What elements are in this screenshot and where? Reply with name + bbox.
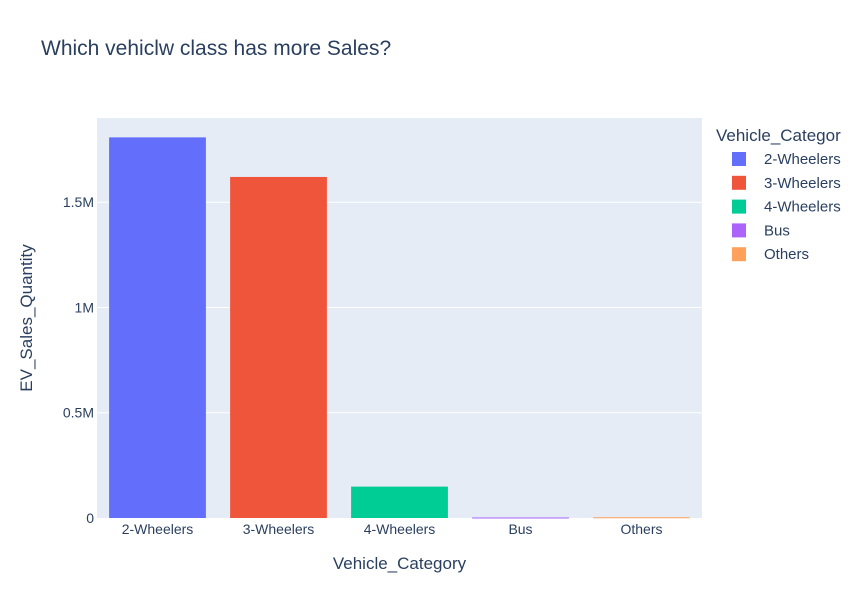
legend-swatch <box>732 175 746 190</box>
legend-entry: 2-Wheelers <box>764 151 841 168</box>
bar-4-wheelers <box>351 486 448 518</box>
x-tick-label: 2-Wheelers <box>122 521 194 537</box>
legend-entry: Others <box>764 246 809 263</box>
y-tick-label: 1M <box>75 299 94 315</box>
bars <box>109 137 690 519</box>
x-tick-label: Bus <box>508 521 532 537</box>
y-tick-label: 0 <box>86 510 94 526</box>
y-tick-label: 1.5M <box>63 194 94 210</box>
x-tick-label: 3-Wheelers <box>243 521 315 537</box>
legend-swatch <box>732 199 746 214</box>
legend-swatch <box>732 247 746 262</box>
legend: Vehicle_Categor 2-Wheelers 3-Wheelers 4-Wh… <box>716 126 841 263</box>
legend-entry: 4-Wheelers <box>764 199 841 216</box>
chart-title: Which vehiclw class has more Sales? <box>41 37 391 60</box>
x-tick-label: Others <box>620 521 662 537</box>
x-axis-title: Vehicle_Category <box>333 554 467 573</box>
bar-bus <box>472 517 569 519</box>
bar-others <box>593 517 690 519</box>
x-tick-label: 4-Wheelers <box>364 521 436 537</box>
bar-3-wheelers <box>230 176 327 518</box>
bar-2-wheelers <box>109 137 206 519</box>
legend-items: 2-Wheelers 3-Wheelers 4-Wheelers Bus Others <box>732 151 841 263</box>
legend-swatch <box>732 223 746 238</box>
y-axis-ticks: 0 0.5M 1M 1.5M <box>63 194 94 526</box>
x-axis-ticks: 2-Wheelers 3-Wheelers 4-Wheelers Bus Others <box>122 521 663 537</box>
legend-entry: 3-Wheelers <box>764 175 841 192</box>
y-tick-label: 0.5M <box>63 405 94 421</box>
y-axis-title: EV_Sales_Quantity <box>17 244 36 392</box>
legend-title: Vehicle_Categor <box>716 126 841 145</box>
legend-entry: Bus <box>764 222 790 239</box>
legend-swatch <box>732 152 746 166</box>
